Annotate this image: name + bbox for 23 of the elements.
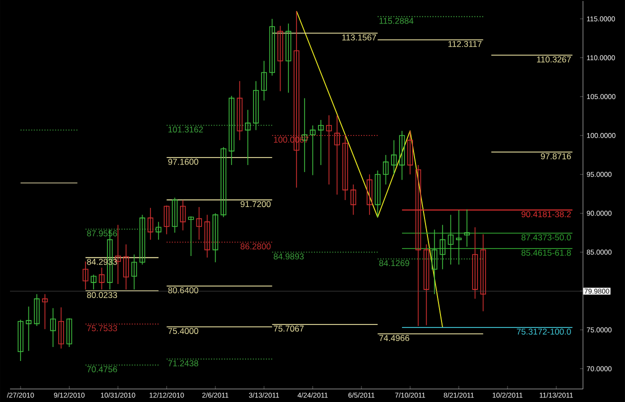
series-label: 75.4000: [168, 328, 198, 334]
series-label: 75.3172-100.0: [516, 328, 571, 335]
series-label: 84.9893: [274, 253, 304, 260]
series-label: 75.7067: [274, 326, 304, 332]
series-label: 75.7533: [87, 325, 118, 332]
series-label: 86.2800: [240, 243, 271, 250]
series-label: 80.0233: [87, 292, 118, 298]
series-label: 84.1269: [379, 260, 410, 266]
series-label: 74.4966: [379, 335, 410, 342]
series-label: 110.3267: [537, 56, 571, 62]
series-label: 97.1600: [168, 158, 198, 165]
series-label: 80.6400: [168, 287, 198, 294]
series-label: 97.8716: [540, 153, 571, 160]
series-label: 115.2884: [380, 18, 414, 24]
series-label: 70.4756: [87, 366, 118, 372]
series-label: 112.3117: [448, 40, 482, 47]
series-label: 87.4373-50.0: [522, 234, 571, 240]
series-label: 71.2438: [168, 360, 198, 366]
series-label: 101.3162: [168, 126, 203, 132]
series-label: 90.4181-38.2: [522, 211, 571, 218]
series-label: 113.1567: [342, 34, 376, 40]
series-label: 91.7200: [240, 201, 271, 208]
series-label: 85.4615-61.8: [522, 250, 571, 256]
